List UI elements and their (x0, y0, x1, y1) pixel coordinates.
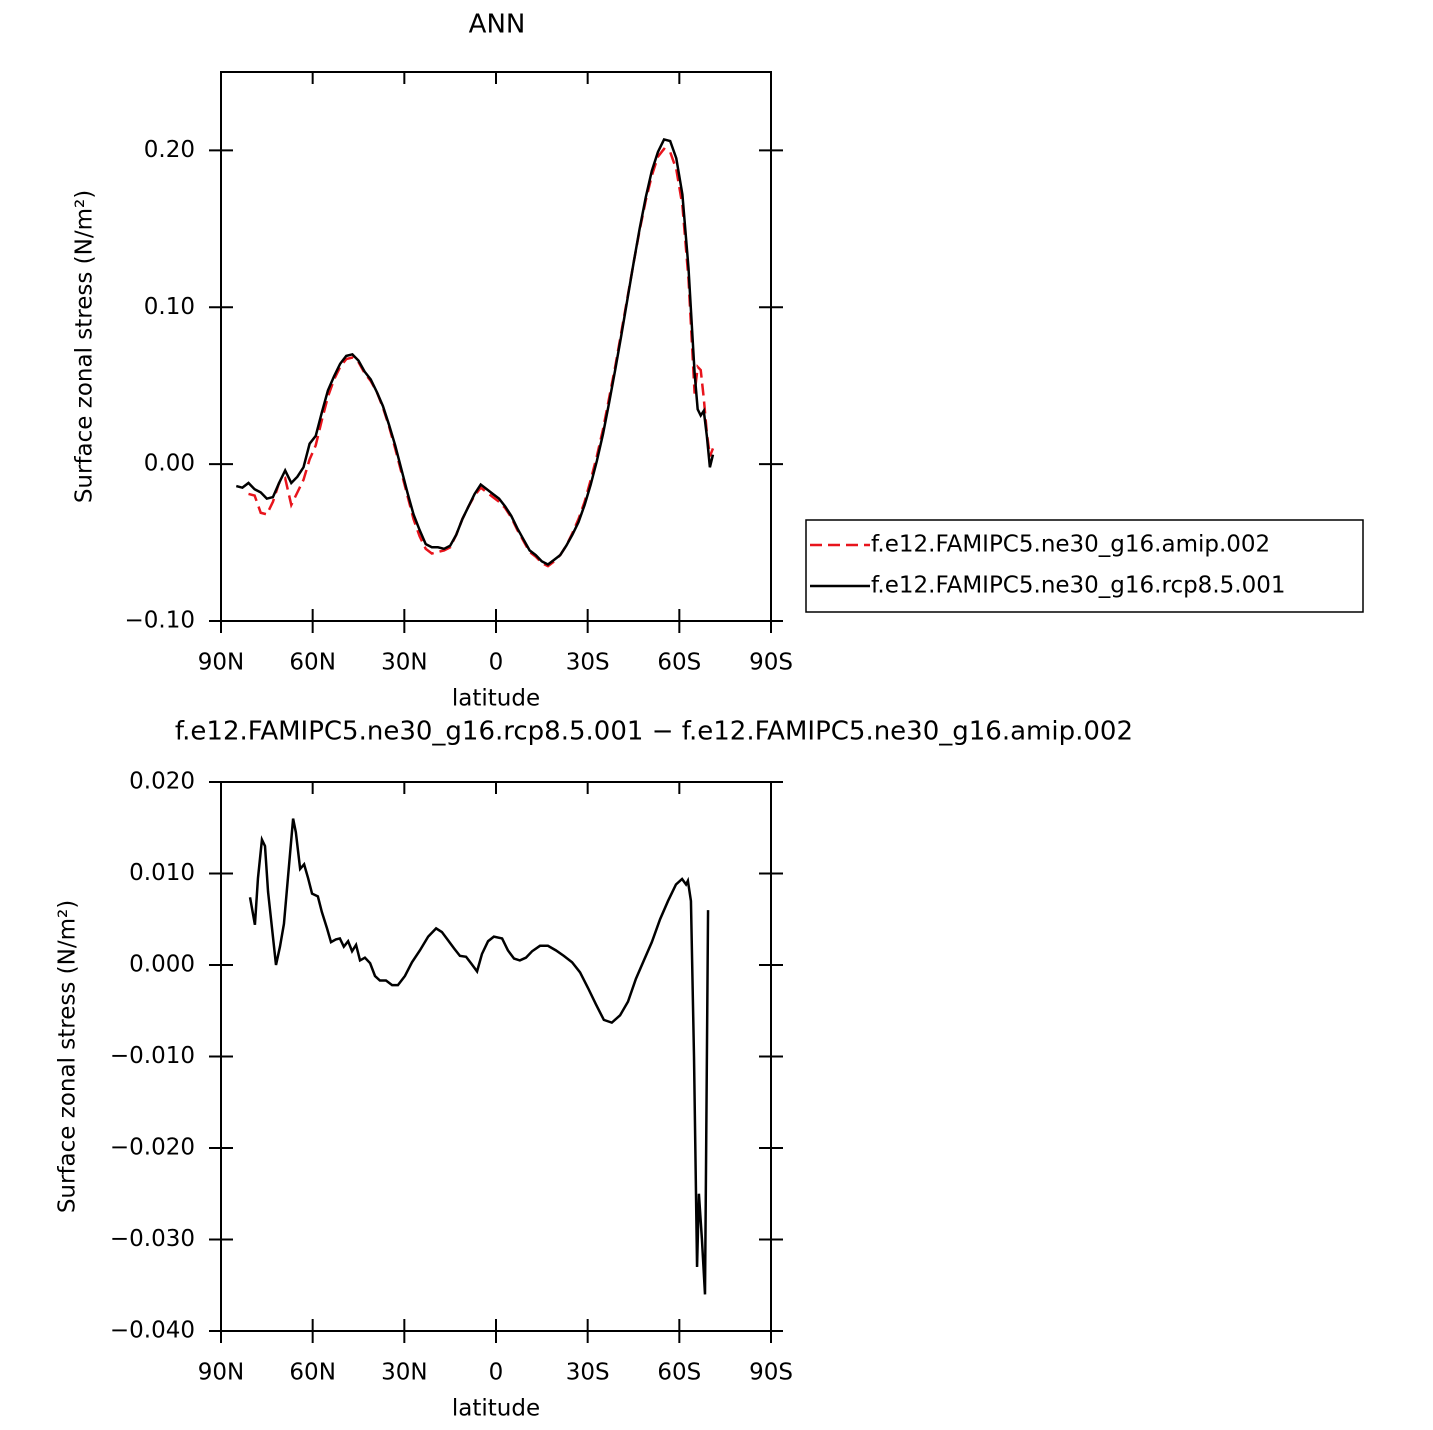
x-tick-label: 30S (566, 1360, 610, 1386)
x-tick-label: 90N (198, 650, 244, 676)
x-tick-label: 30N (381, 1360, 427, 1386)
x-tick-label: 60S (657, 1360, 701, 1386)
y-tick-label: 0.000 (129, 952, 195, 978)
x-tick-label: 60N (289, 1360, 335, 1386)
y-axis-label: Surface zonal stress (N/m²) (72, 190, 98, 503)
y-tick-label: −0.010 (110, 1043, 195, 1069)
plot-frame (220, 71, 772, 622)
x-tick-label: 90S (749, 650, 793, 676)
chart-title: ANN (469, 10, 526, 40)
y-tick-label: −0.030 (110, 1226, 195, 1252)
x-tick-label: 90N (198, 1360, 244, 1386)
y-tick-label: 0.00 (144, 451, 195, 477)
x-tick-label: 30S (566, 650, 610, 676)
data-line (248, 147, 715, 568)
legend-label: f.e12.FAMIPC5.ne30_g16.rcp8.5.001 (871, 573, 1285, 599)
x-tick-label: 0 (489, 1360, 504, 1386)
x-tick-label: 30N (381, 650, 427, 676)
y-tick-label: 0.20 (144, 137, 195, 163)
x-axis-label: latitude (452, 1396, 540, 1422)
x-tick-label: 90S (749, 1360, 793, 1386)
data-line (235, 137, 715, 567)
y-tick-label: 0.020 (129, 769, 195, 795)
y-tick-label: 0.010 (129, 860, 195, 886)
y-axis-label: Surface zonal stress (N/m²) (55, 900, 81, 1213)
legend-label: f.e12.FAMIPC5.ne30_g16.amip.002 (871, 532, 1270, 558)
y-tick-label: −0.040 (110, 1318, 195, 1344)
x-tick-label: 60S (657, 650, 701, 676)
x-tick-label: 0 (489, 650, 504, 676)
chart-title: f.e12.FAMIPC5.ne30_g16.rcp8.5.001 − f.e1… (175, 717, 1133, 747)
y-tick-label: 0.10 (144, 294, 195, 320)
y-tick-label: −0.10 (125, 608, 195, 634)
y-tick-label: −0.020 (110, 1135, 195, 1161)
x-axis-label: latitude (452, 686, 540, 712)
legend-box (805, 519, 1364, 613)
data-line (248, 818, 710, 1295)
x-tick-label: 60N (289, 650, 335, 676)
